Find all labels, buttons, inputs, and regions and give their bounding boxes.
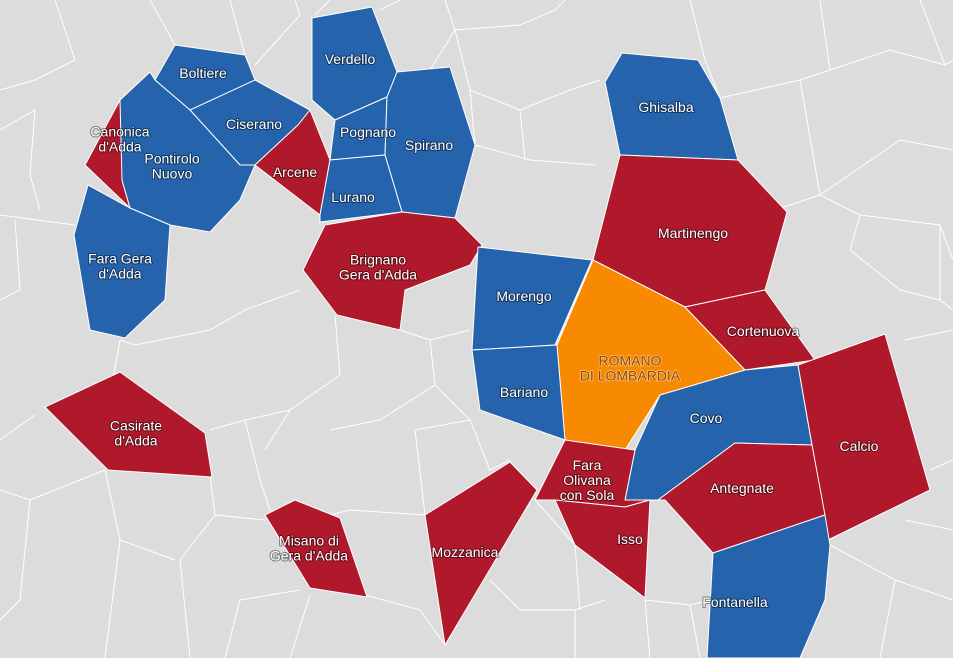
municipality-label-line: Calcio — [840, 438, 879, 454]
municipality-label-romano: ROMANO DI LOMBARDIA — [580, 353, 681, 384]
municipality-label-ghisalba: Ghisalba — [638, 99, 693, 115]
municipality-label-isso: Isso — [617, 531, 643, 547]
municipality-label-calcio: Calcio — [840, 438, 879, 454]
municipality-mozzanica[interactable] — [424, 461, 538, 646]
municipality-pontirolo[interactable] — [119, 71, 256, 233]
municipality-label-verdello: Verdello — [325, 51, 376, 67]
municipality-label-line: Ghisalba — [638, 99, 693, 115]
municipality-label-line: Morengo — [496, 288, 551, 304]
municipality-label-pognano: Pognano — [340, 124, 396, 140]
municipality-label-spirano: Spirano — [405, 137, 453, 153]
municipality-label-line: Bariano — [500, 384, 548, 400]
municipality-label-antegnate: Antegnate — [710, 480, 774, 496]
municipality-label-line: d'Adda — [98, 266, 141, 282]
municipality-label-line: Arcene — [273, 164, 318, 180]
municipality-label-line: Lurano — [331, 189, 375, 205]
municipality-label-misano: Misano di Gera d'Adda — [270, 533, 348, 564]
municipality-label-line: Cortenuova — [727, 323, 800, 339]
municipality-label-line: Brignano — [350, 252, 406, 268]
municipality-label-line: Canonica — [90, 124, 149, 140]
municipality-label-line: Boltiere — [179, 65, 227, 81]
municipality-label-line: Antegnate — [710, 480, 774, 496]
municipality-label-line: Gera d'Adda — [339, 267, 417, 283]
municipality-label-line: Verdello — [325, 51, 376, 67]
municipality-label-covo: Covo — [690, 410, 723, 426]
municipality-label-ciserano: Ciserano — [226, 116, 282, 132]
municipality-label-line: Casirate — [110, 418, 162, 434]
municipality-label-martinengo: Martinengo — [658, 225, 728, 241]
municipality-label-line: Fara — [573, 457, 602, 473]
municipality-label-boltiere: Boltiere — [179, 65, 227, 81]
municipality-label-fontanella: Fontanella — [702, 594, 768, 610]
municipality-calcio[interactable] — [797, 333, 931, 541]
municipality-label-arcene: Arcene — [273, 164, 318, 180]
municipality-label-morengo: Morengo — [496, 288, 551, 304]
municipality-label-lurano: Lurano — [331, 189, 375, 205]
municipality-label-line: Isso — [617, 531, 643, 547]
municipality-label-line: d'Adda — [114, 433, 157, 449]
municipality-label-line: Misano di — [279, 533, 339, 549]
municipality-label-line: Fara Gera — [88, 251, 152, 267]
municipality-label-mozzanica: Mozzanica — [432, 544, 499, 560]
municipality-label-line: Gera d'Adda — [270, 548, 348, 564]
municipality-label-brignano: Brignano Gera d'Adda — [339, 252, 417, 283]
municipality-label-line: Martinengo — [658, 225, 728, 241]
municipality-label-line: ROMANO — [599, 353, 662, 369]
municipality-label-line: Pognano — [340, 124, 396, 140]
municipality-layer — [44, 6, 931, 658]
municipality-fontanella[interactable] — [706, 514, 831, 658]
municipality-label-line: d'Adda — [98, 139, 141, 155]
municipality-label-line: Fontanella — [702, 594, 768, 610]
municipality-label-pontirolo: Pontirolo Nuovo — [144, 151, 199, 182]
municipality-label-fara-olivana: Fara Olivana con Sola — [560, 457, 615, 503]
municipality-label-casirate: Casirate d'Adda — [110, 418, 162, 449]
municipality-label-line: Pontirolo — [144, 151, 199, 167]
municipality-lurano[interactable] — [319, 154, 403, 223]
municipality-label-line: con Sola — [560, 487, 615, 503]
municipality-casirate[interactable] — [44, 371, 213, 478]
municipality-label-cortenuova: Cortenuova — [727, 323, 800, 339]
municipality-misano[interactable] — [264, 499, 368, 598]
municipality-label-fara-gera: Fara Gera d'Adda — [88, 251, 152, 282]
municipality-arcene[interactable] — [254, 109, 331, 216]
municipality-brignano[interactable] — [302, 211, 483, 331]
municipality-label-line: Nuovo — [152, 166, 193, 182]
municipality-fara-gera[interactable] — [73, 184, 171, 339]
municipality-label-bariano: Bariano — [500, 384, 548, 400]
municipality-label-line: Ciserano — [226, 116, 282, 132]
municipality-label-line: Covo — [690, 410, 723, 426]
municipality-label-line: Olivana — [563, 472, 611, 488]
municipality-label-line: Spirano — [405, 137, 453, 153]
municipality-isso[interactable] — [554, 499, 651, 599]
municipality-label-canonica: Canonica d'Adda — [90, 124, 149, 155]
municipality-label-line: Mozzanica — [432, 544, 499, 560]
municipality-label-line: DI LOMBARDIA — [580, 368, 681, 384]
